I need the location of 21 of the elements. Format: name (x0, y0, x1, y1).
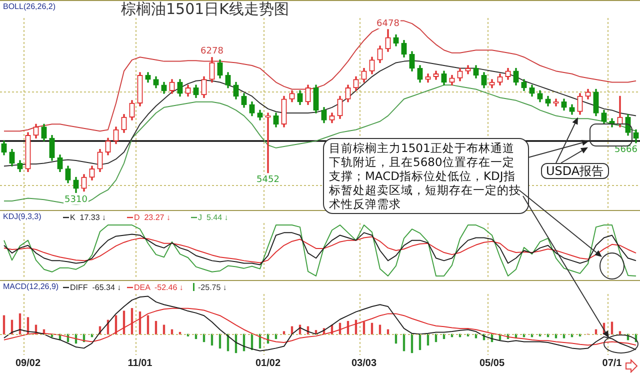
text: BOLL(26,26,2) (3, 2, 56, 12)
x-tick-label: 03/03 (351, 358, 377, 369)
text: MACD(12,26,9) (3, 282, 59, 292)
annotation: 目前棕榈主力1501正处于布林通道下轨附近，且在5680位置存在一定支撑；MACD指标位处低位，KDJ指标暂处超卖区域，短期存在一定的技术性反弹需求 (323, 138, 529, 214)
chart-title: 棕榈油1501日K线走势图 (120, 0, 290, 18)
legend-label: K 17.33 ↓ (70, 213, 106, 222)
x-tick-label: 07/1 (602, 358, 622, 369)
annotation: 5452 (256, 175, 280, 186)
x-tick-label: 05/05 (479, 358, 505, 369)
legend-label: -25.75 ↓ (198, 283, 227, 292)
legend-label: DEA -52.46 ↓ (134, 283, 184, 292)
annotation: USDA报告 (541, 163, 609, 179)
annotation: 5310 (64, 194, 88, 205)
legend-label: DIFF -65.34 ↓ (70, 283, 122, 292)
annotation: 6278 (200, 46, 224, 57)
text: KDJ(9,3,3) (3, 212, 42, 222)
x-tick-label: 09/02 (15, 358, 41, 369)
x-tick-label: 11/01 (128, 358, 153, 369)
x-tick-label: 01/02 (255, 358, 281, 369)
legend-label: J 5.44 ↓ (198, 213, 228, 222)
legend-label: D 23.27 ↓ (134, 213, 170, 222)
